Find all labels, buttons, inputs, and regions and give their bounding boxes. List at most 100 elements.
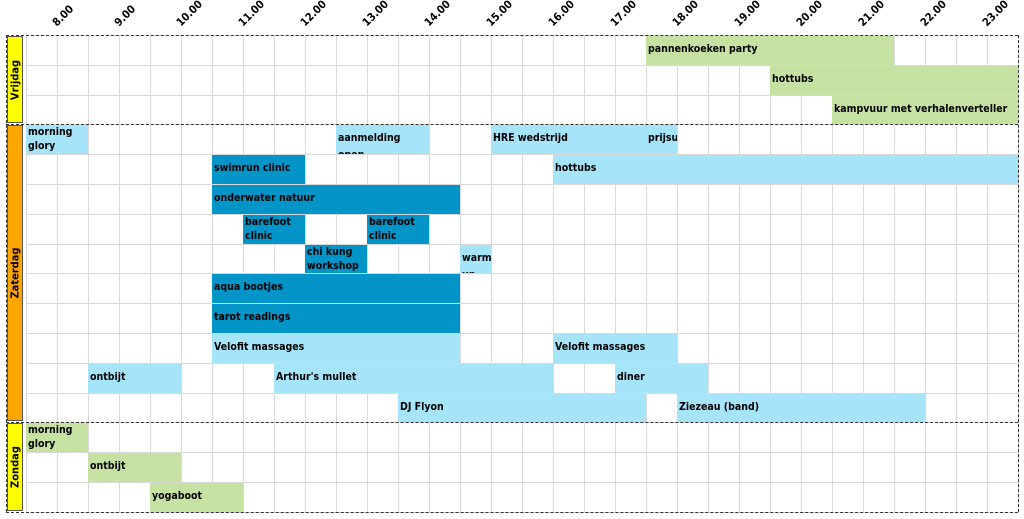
event-velofit1[interactable]: Velofit massages	[212, 334, 460, 363]
event-label: barefoot clinic	[245, 215, 291, 242]
hour-header: 15.00	[483, 0, 517, 31]
event-ziezeau[interactable]: Ziezeau (band)	[677, 393, 925, 423]
event-label: ontbijt	[90, 460, 126, 473]
day-label-vrijdag: Vrijdag	[7, 36, 23, 124]
event-prijsuitreiking[interactable]: prijsuitreiking	[646, 125, 677, 155]
event-djflyon[interactable]: DJ Flyon	[398, 393, 646, 423]
hour-label: 12.00	[297, 0, 330, 30]
event-label: morning glory swim	[28, 126, 73, 153]
hour-label: 9.00	[111, 2, 139, 30]
hour-header: 11.00	[235, 0, 269, 31]
day-separator	[6, 422, 1018, 424]
hour-label: 11.00	[235, 0, 268, 30]
event-velofit2[interactable]: Velofit massages	[553, 334, 677, 363]
day-label-zaterdag: Zaterdag	[7, 125, 23, 422]
day-separator	[6, 35, 1018, 36]
frame-border	[1018, 35, 1019, 512]
event-arthur[interactable]: Arthur's mullet	[274, 363, 553, 393]
hour-label: 13.00	[359, 0, 392, 30]
hour-header: 23.00	[979, 0, 1013, 31]
event-label: morning glory swim	[28, 424, 73, 451]
event-label: kampvuur met verhalenverteller	[834, 102, 1008, 115]
event-label: onderwater natuur	[214, 192, 315, 204]
event-barefoot2[interactable]: barefoot clinic	[367, 214, 429, 244]
event-hre[interactable]: HRE wedstrijd	[491, 125, 646, 155]
event-diner[interactable]: diner	[615, 363, 708, 393]
event-label: tarot readings	[214, 311, 291, 324]
hour-header: 9.00	[111, 0, 145, 31]
hour-label: 18.00	[669, 0, 702, 30]
event-label: diner	[617, 370, 645, 383]
event-kampvuur[interactable]: kampvuur met verhalenverteller	[832, 95, 1018, 125]
hour-header: 16.00	[545, 0, 579, 31]
grid-row-line	[26, 333, 1018, 334]
event-aanmelding[interactable]: aanmelding open	[336, 125, 429, 155]
hour-label: 20.00	[793, 0, 826, 30]
day-separator	[6, 124, 1018, 126]
event-chikung[interactable]: chi kung workshop	[305, 244, 367, 274]
grid-row-line	[26, 362, 1018, 364]
event-barefoot1[interactable]: barefoot clinic	[243, 214, 305, 244]
hour-header: 22.00	[917, 0, 951, 31]
event-label: Arthur's mullet	[276, 370, 357, 383]
hour-label: 23.00	[979, 0, 1012, 30]
event-hottubs-vr[interactable]: hottubs	[770, 65, 1018, 95]
event-label: hottubs	[555, 162, 597, 175]
hour-label: 21.00	[855, 0, 888, 30]
event-morning-glory-zo[interactable]: morning glory swim	[26, 423, 88, 453]
event-label: Ziezeau (band)	[679, 400, 760, 413]
event-label: pannenkoeken party	[648, 43, 758, 55]
hour-header: 18.00	[669, 0, 703, 31]
hour-header: 20.00	[793, 0, 827, 31]
hour-label: 14.00	[421, 0, 454, 30]
grid-row-line	[26, 184, 1018, 185]
hour-header: 13.00	[359, 0, 393, 31]
hour-label: 19.00	[731, 0, 764, 30]
grid-row-line	[26, 452, 1018, 454]
event-tarot[interactable]: tarot readings	[212, 304, 460, 333]
hour-label: 8.00	[49, 2, 77, 30]
event-label: Velofit massages	[555, 341, 646, 353]
event-hottubs-za[interactable]: hottubs	[553, 155, 1018, 184]
grid-row-line	[26, 94, 1018, 96]
day-separator	[6, 511, 1018, 513]
hour-header: 10.00	[173, 0, 207, 31]
event-label: chi kung workshop	[307, 245, 359, 272]
event-ontbijt-zo[interactable]: ontbijt	[88, 453, 181, 482]
event-label: warming up	[462, 251, 491, 274]
grid-row-line	[26, 64, 1018, 66]
event-yogaboot[interactable]: yogaboot	[150, 483, 243, 512]
event-label: barefoot clinic	[369, 215, 415, 242]
grid-row-line	[26, 392, 1018, 394]
grid-row-line	[26, 243, 1018, 245]
event-onderwater[interactable]: onderwater natuur	[212, 185, 460, 214]
hour-header: 14.00	[421, 0, 455, 31]
event-swimrun[interactable]: swimrun clinic	[212, 155, 305, 184]
event-ontbijt-za[interactable]: ontbijt	[88, 363, 181, 393]
day-label-zondag: Zondag	[7, 423, 23, 511]
hour-label: 15.00	[483, 0, 516, 30]
grid-row-line	[26, 154, 1018, 156]
hour-header: 21.00	[855, 0, 889, 31]
event-label: ontbijt	[90, 370, 126, 383]
event-label: hottubs	[772, 72, 814, 85]
hour-header: 19.00	[731, 0, 765, 31]
event-aqua[interactable]: aqua bootjes	[212, 274, 460, 304]
grid-row-line	[26, 303, 1018, 305]
event-label: aanmelding open	[338, 132, 401, 154]
hour-label: 22.00	[917, 0, 950, 30]
event-label: Velofit massages	[214, 341, 305, 353]
hour-header: 12.00	[297, 0, 331, 31]
event-pannenkoeken[interactable]: pannenkoeken party	[646, 36, 894, 65]
hour-label: 16.00	[545, 0, 578, 30]
event-label: aqua bootjes	[214, 281, 284, 294]
grid-row-line	[26, 482, 1018, 483]
event-morning-glory-za[interactable]: morning glory swim	[26, 125, 88, 155]
event-warmingup[interactable]: warming up	[460, 244, 491, 274]
hour-label: 17.00	[607, 0, 640, 30]
hour-header: 8.00	[49, 0, 83, 31]
event-label: yogaboot	[152, 490, 203, 502]
hour-label: 10.00	[173, 0, 206, 30]
hour-header: 17.00	[607, 0, 641, 31]
